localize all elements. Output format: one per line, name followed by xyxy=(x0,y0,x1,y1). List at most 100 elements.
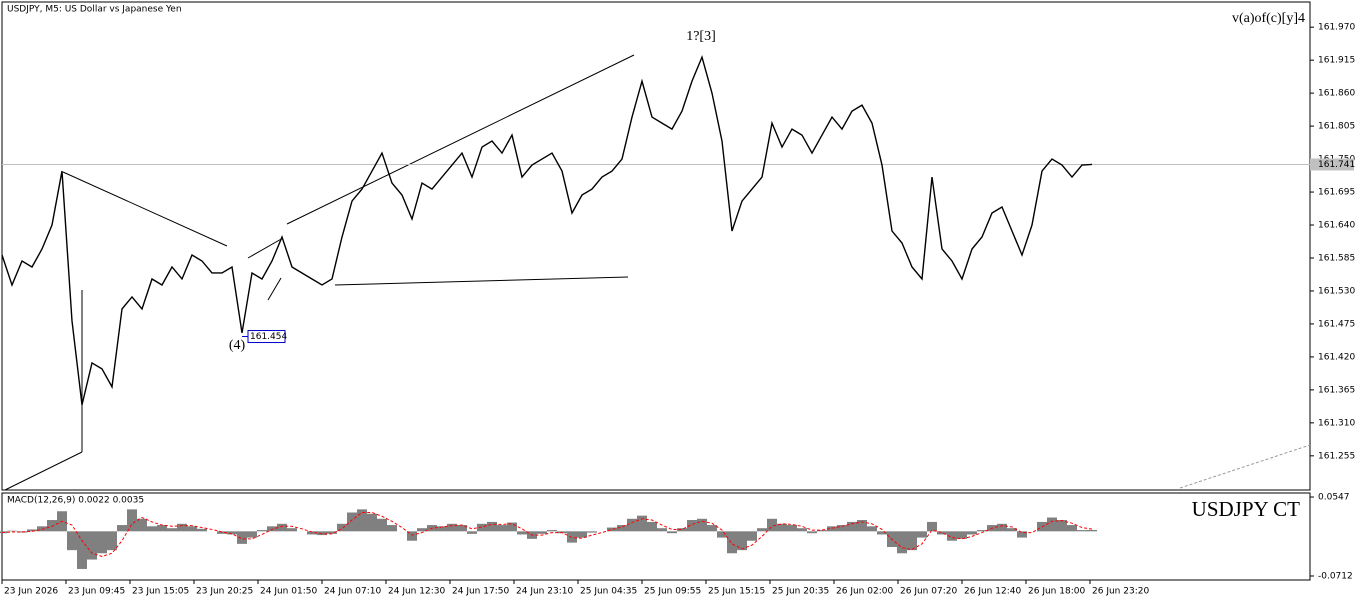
macd-bar xyxy=(1057,520,1067,532)
macd-bar xyxy=(607,527,617,532)
x-tick-label: 24 Jun 01:50 xyxy=(260,587,317,597)
macd-bar xyxy=(487,521,497,532)
macd-bar xyxy=(867,526,877,532)
macd-bar xyxy=(1077,530,1087,532)
macd-bar xyxy=(797,528,807,532)
macd-bar xyxy=(567,531,577,543)
macd-bar xyxy=(967,531,977,535)
macd-bar xyxy=(307,531,317,535)
macd-bar xyxy=(517,531,527,535)
trend-line xyxy=(267,277,282,301)
macd-bar xyxy=(937,531,947,535)
macd-bar xyxy=(627,518,637,532)
last-price-label: 161.741 xyxy=(1318,160,1355,170)
macd-frame xyxy=(1,492,1311,581)
macd-bar xyxy=(387,525,397,532)
trend-line xyxy=(247,237,284,259)
macd-bar xyxy=(267,526,277,532)
macd-bar xyxy=(437,526,447,532)
macd-bar xyxy=(467,531,477,534)
wave-label: 1?[3] xyxy=(686,29,716,44)
macd-bar xyxy=(197,528,207,532)
macd-bar xyxy=(657,528,667,532)
x-tick-label: 26 Jun 07:20 xyxy=(900,587,957,597)
macd-bar xyxy=(187,526,197,532)
projection-line xyxy=(1179,444,1311,489)
macd-bar xyxy=(737,531,747,551)
macd-bar xyxy=(717,531,727,538)
x-tick-label: 26 Jun 23:20 xyxy=(1092,587,1149,597)
trend-line xyxy=(286,54,635,225)
macd-bar xyxy=(687,520,697,532)
macd-bar xyxy=(507,522,517,532)
macd-bar xyxy=(917,531,927,538)
macd-bar xyxy=(7,530,17,532)
macd-bar xyxy=(407,531,417,541)
macd-bar xyxy=(217,531,227,534)
macd-bar xyxy=(697,518,707,532)
macd-bar xyxy=(847,521,857,532)
x-tick-label: 25 Jun 04:35 xyxy=(580,587,637,597)
macd-bar xyxy=(897,531,907,554)
macd-bar xyxy=(767,518,777,532)
macd-bar xyxy=(147,526,157,532)
macd-bar xyxy=(87,531,97,560)
y-tick-label: 161.310 xyxy=(1318,418,1355,428)
y-tick-label: 161.585 xyxy=(1318,253,1355,263)
macd-bar xyxy=(67,531,77,551)
last-price-box xyxy=(1310,158,1354,171)
x-tick-label: 24 Jun 07:10 xyxy=(324,587,381,597)
wave-label: (4) xyxy=(229,338,246,353)
macd-bar xyxy=(1087,529,1097,532)
x-tick-label: 24 Jun 17:50 xyxy=(452,587,509,597)
macd-bar xyxy=(947,531,957,541)
y-tick-label: -0.0712 xyxy=(1318,571,1353,581)
x-tick-label: 26 Jun 12:40 xyxy=(964,587,1021,597)
x-tick-label: 23 Jun 2026 xyxy=(4,587,58,597)
macd-bar xyxy=(727,531,737,554)
macd-bar xyxy=(287,528,297,532)
y-tick-label: 161.420 xyxy=(1318,352,1355,362)
macd-bar xyxy=(1017,531,1027,538)
macd-bar xyxy=(877,531,887,535)
y-tick-label: 161.695 xyxy=(1318,188,1355,198)
y-tick-label: 161.805 xyxy=(1318,122,1355,132)
macd-bar xyxy=(757,528,767,532)
macd-bar xyxy=(1067,525,1077,532)
macd-bar xyxy=(127,509,137,532)
macd-bar xyxy=(817,530,827,532)
y-tick-label: 161.640 xyxy=(1318,221,1355,231)
macd-bar xyxy=(1007,528,1017,532)
macd-bar xyxy=(157,525,167,532)
macd-bar xyxy=(247,531,257,538)
y-tick-label: 161.530 xyxy=(1318,286,1355,296)
macd-bar xyxy=(547,530,557,532)
y-tick-label: 161.475 xyxy=(1318,319,1355,329)
macd-bar xyxy=(237,531,247,544)
macd-bar xyxy=(927,521,937,532)
macd-bar xyxy=(677,528,687,532)
macd-bar xyxy=(47,520,57,532)
macd-bar xyxy=(957,531,967,539)
macd-bar xyxy=(97,531,107,554)
y-tick-label: 161.970 xyxy=(1318,23,1355,33)
macd-bar xyxy=(37,526,47,532)
macd-bar xyxy=(77,531,87,569)
chart-title: USDJPY, M5: US Dollar vs Japanese Yen xyxy=(7,5,182,15)
macd-title: MACD(12,26,9) 0.0022 0.0035 xyxy=(7,496,144,506)
x-tick-label: 23 Jun 20:25 xyxy=(196,587,253,597)
macd-bar xyxy=(617,525,627,532)
signal-line xyxy=(1,512,1093,557)
macd-bar xyxy=(747,531,757,541)
macd-bar xyxy=(1047,517,1057,532)
macd-bar xyxy=(137,518,147,532)
macd-bar xyxy=(167,528,177,532)
trend-line xyxy=(334,276,629,286)
macd-bar xyxy=(587,531,597,533)
macd-bar xyxy=(277,523,287,532)
x-tick-label: 26 Jun 18:00 xyxy=(1028,587,1085,597)
macd-bar xyxy=(257,530,267,532)
price-frame xyxy=(1,1,1311,491)
macd-bar xyxy=(367,513,377,532)
